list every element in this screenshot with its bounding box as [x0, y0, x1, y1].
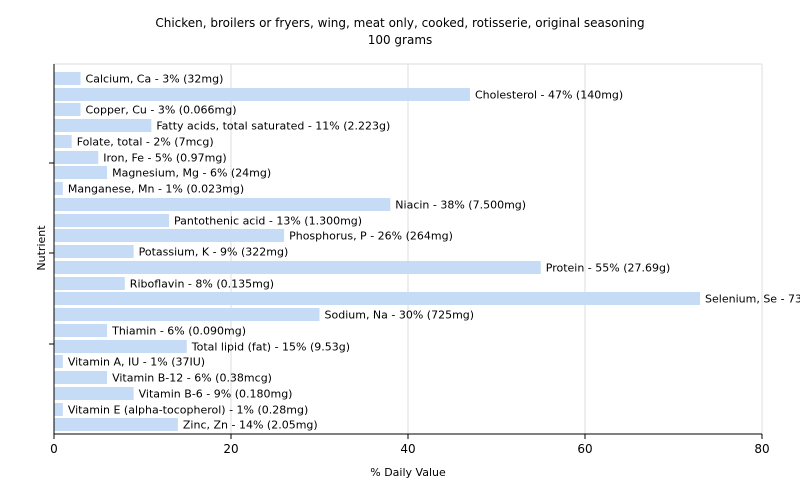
- bar: [54, 355, 63, 368]
- bar-label: Riboflavin - 8% (0.135mg): [130, 278, 274, 291]
- bar-label: Thiamin - 6% (0.090mg): [111, 325, 246, 338]
- bar: [54, 308, 320, 321]
- x-tick-label: 20: [223, 442, 238, 456]
- bar-label: Selenium, Se - 73% (51.1mcg): [705, 293, 800, 306]
- chart-title: Chicken, broilers or fryers, wing, meat …: [155, 16, 644, 30]
- bar-label: Fatty acids, total saturated - 11% (2.22…: [156, 120, 390, 133]
- bar-label: Vitamin B-12 - 6% (0.38mcg): [112, 372, 272, 385]
- bar-label: Sodium, Na - 30% (725mg): [325, 309, 475, 322]
- x-tick-label: 0: [50, 442, 58, 456]
- bar: [54, 119, 152, 132]
- bar-label: Folate, total - 2% (7mcg): [77, 136, 214, 149]
- bar-label: Vitamin E (alpha-tocopherol) - 1% (0.28m…: [68, 404, 308, 417]
- bar: [54, 340, 187, 353]
- bars: Calcium, Ca - 3% (32mg) Cholesterol - 47%…: [54, 72, 800, 432]
- bar-label: Vitamin A, IU - 1% (37IU): [68, 356, 205, 369]
- bar: [54, 229, 285, 242]
- bar-label: Cholesterol - 47% (140mg): [475, 89, 623, 102]
- bar-label: Magnesium, Mg - 6% (24mg): [112, 167, 271, 180]
- bar-label: Total lipid (fat) - 15% (9.53g): [191, 341, 350, 354]
- x-tick-label: 40: [400, 442, 415, 456]
- bar: [54, 182, 63, 195]
- bar: [54, 387, 134, 400]
- bar-label: Calcium, Ca - 3% (32mg): [86, 73, 224, 86]
- bar: [54, 245, 134, 258]
- x-axis-label: % Daily Value: [370, 466, 446, 479]
- x-tick-label: 80: [754, 442, 769, 456]
- bar: [54, 103, 81, 116]
- axes: 0 20 40 60 80: [49, 64, 770, 456]
- bar: [54, 261, 541, 274]
- bar-label: Phosphorus, P - 26% (264mg): [289, 230, 453, 243]
- bar: [54, 418, 178, 431]
- bar: [54, 292, 701, 305]
- bar-label: Pantothenic acid - 13% (1.300mg): [174, 215, 362, 228]
- bar-label: Zinc, Zn - 14% (2.05mg): [183, 419, 318, 432]
- bar: [54, 214, 170, 227]
- bar: [54, 324, 108, 337]
- chart-subtitle: 100 grams: [368, 33, 433, 47]
- bar: [54, 166, 108, 179]
- bar-label: Manganese, Mn - 1% (0.023mg): [68, 183, 244, 196]
- bar-label: Copper, Cu - 3% (0.066mg): [86, 104, 237, 117]
- bar-label: Niacin - 38% (7.500mg): [395, 199, 526, 212]
- x-tick-label: 60: [577, 442, 592, 456]
- bar: [54, 277, 125, 290]
- bar: [54, 151, 99, 164]
- bar-label: Protein - 55% (27.69g): [546, 262, 671, 275]
- bar: [54, 88, 470, 101]
- y-axis-label: Nutrient: [35, 225, 48, 271]
- bar: [54, 198, 391, 211]
- bar: [54, 371, 108, 384]
- bar-label: Potassium, K - 9% (322mg): [139, 246, 289, 259]
- bar: [54, 135, 72, 148]
- bar-label: Vitamin B-6 - 9% (0.180mg): [139, 388, 293, 401]
- bar: [54, 403, 63, 416]
- bar: [54, 72, 81, 85]
- bar-label: Iron, Fe - 5% (0.97mg): [103, 152, 226, 165]
- gridlines: [54, 63, 763, 434]
